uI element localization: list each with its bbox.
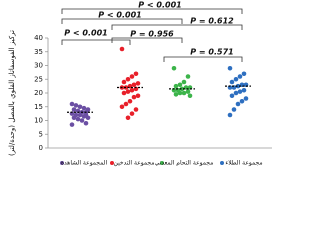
legend-label: مجموعة الطلاء (225, 160, 262, 167)
data-point (79, 118, 85, 123)
data-point (241, 87, 247, 93)
data-point (133, 107, 139, 112)
significance-bracket (163, 56, 243, 62)
data-point (73, 103, 79, 108)
legend-label: المجموعة الشاهدة (61, 160, 108, 167)
y-tick-label: 10 (34, 117, 43, 125)
legend-marker (110, 161, 114, 165)
significance-label: P = 0.571 (190, 48, 233, 57)
data-point (233, 76, 239, 82)
data-point (129, 111, 135, 116)
data-point (123, 101, 129, 107)
significance-label: P = 0.956 (130, 30, 174, 39)
significance-bracket (111, 24, 243, 30)
data-point (119, 104, 125, 110)
data-point (77, 104, 83, 110)
y-tick-label: 20 (34, 89, 43, 97)
y-tick-label: 30 (34, 62, 43, 70)
data-point (181, 79, 187, 85)
significance-bracket (61, 39, 131, 45)
data-point (129, 87, 135, 93)
y-tick-label: 25 (34, 75, 43, 83)
significance-bracket (111, 37, 183, 43)
data-point (177, 82, 183, 88)
data-point (121, 79, 127, 85)
data-point (237, 74, 243, 79)
data-point (135, 81, 141, 86)
y-tick-label: 5 (39, 130, 43, 138)
data-point (231, 107, 237, 112)
data-point (69, 122, 75, 127)
data-point (83, 120, 89, 126)
data-point (181, 90, 187, 96)
y-tick-label: 40 (34, 34, 43, 42)
data-point (131, 94, 137, 100)
legend-marker (60, 161, 64, 165)
data-point (121, 90, 127, 96)
y-tick-label: 35 (34, 48, 43, 56)
data-point (235, 101, 241, 107)
data-point (243, 96, 249, 101)
data-point (227, 112, 233, 118)
data-point (187, 93, 193, 99)
significance-label: P < 0.001 (138, 1, 181, 10)
y-tick-label: 0 (39, 144, 43, 152)
data-point (185, 74, 191, 79)
significance-bracket (61, 18, 183, 24)
data-point (135, 93, 141, 99)
data-point (125, 76, 131, 82)
data-point (81, 105, 87, 111)
data-point (129, 74, 135, 79)
data-point (133, 71, 139, 77)
data-point (131, 82, 137, 88)
data-point (125, 89, 131, 94)
data-point (171, 65, 177, 71)
data-point (71, 107, 77, 112)
data-point (229, 79, 235, 85)
data-point (83, 112, 89, 118)
data-point (85, 107, 91, 112)
legend-label: مجموعة التحام المعدني (155, 160, 214, 167)
legend-marker (160, 161, 164, 165)
data-point (127, 98, 133, 104)
data-point (179, 86, 185, 92)
chart: تركيز الفوسفاتاز القلوي بالمصل (وحدة/لتر… (8, 1, 272, 167)
data-point (185, 89, 191, 94)
data-point (69, 101, 75, 107)
data-point (173, 92, 179, 97)
data-point (239, 98, 245, 104)
data-point (229, 93, 235, 99)
data-point (119, 46, 125, 52)
data-point (227, 65, 233, 71)
data-point (75, 116, 81, 122)
y-axis-label: تركيز الفوسفاتاز القلوي بالمصل (وحدة/لتر… (8, 30, 16, 156)
y-tick-label: 15 (34, 103, 43, 111)
legend-label: مجموعة التدخين (114, 160, 155, 167)
data-point (173, 83, 179, 89)
data-point (235, 83, 241, 89)
significance-bracket (61, 8, 243, 14)
significance-label: P = 0.612 (190, 17, 234, 26)
significance-label: P < 0.001 (64, 29, 107, 38)
data-point (125, 115, 131, 121)
significance-label: P < 0.001 (98, 11, 141, 20)
data-point (177, 90, 183, 96)
data-point (237, 89, 243, 94)
data-point (241, 71, 247, 77)
data-point (73, 112, 79, 118)
legend-marker (220, 161, 224, 165)
data-point (233, 90, 239, 96)
